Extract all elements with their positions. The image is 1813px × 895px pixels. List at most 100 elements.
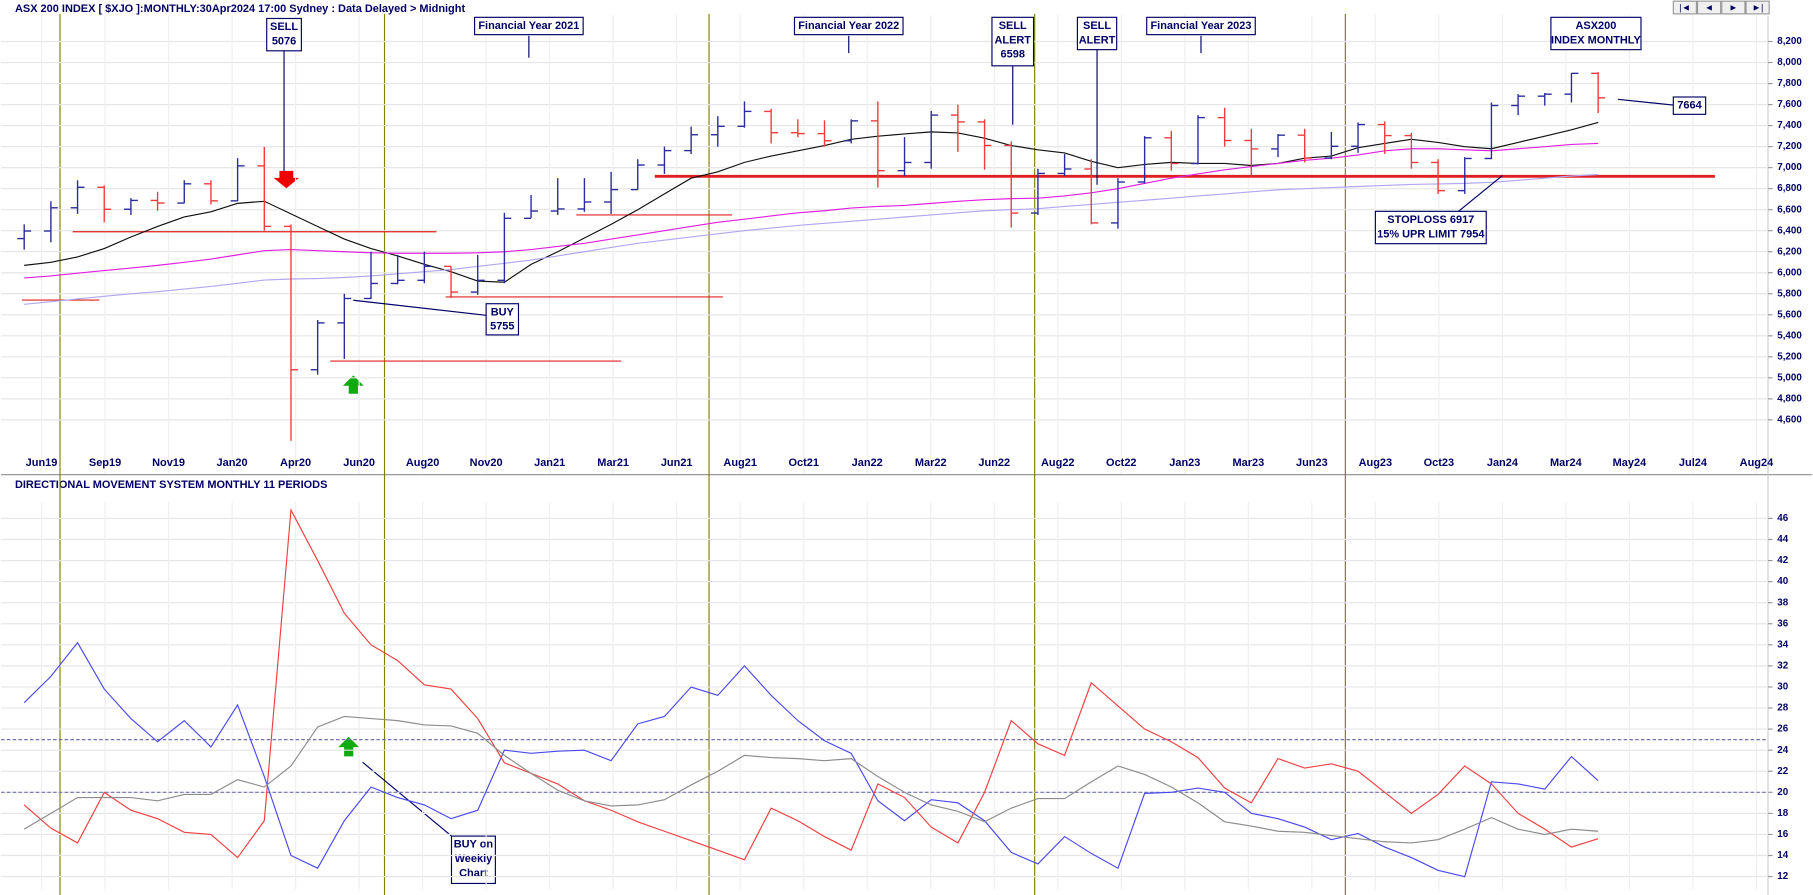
x-tick-label: Jan24 xyxy=(1487,457,1519,469)
annotation-text: Financial Year 2022 xyxy=(798,20,899,32)
annotation-box xyxy=(793,16,904,36)
y-tick-label: 5,600 xyxy=(1777,309,1802,320)
x-tick-label: Oct21 xyxy=(788,457,819,469)
annotation-text: 7664 xyxy=(1677,100,1702,112)
annotation-pointer xyxy=(1458,175,1503,212)
y-tick-label: 7,400 xyxy=(1777,120,1802,131)
annotation-text: 15% UPR LIMIT 7954 xyxy=(1377,228,1485,240)
y-tick-label: 7,800 xyxy=(1777,78,1802,89)
x-tick-label: Mar22 xyxy=(915,457,947,469)
y-tick-label: 5,000 xyxy=(1777,372,1802,383)
annotation-text: 6598 xyxy=(1001,49,1025,61)
x-tick-label: Nov19 xyxy=(152,457,185,469)
nav-button[interactable]: |◄ xyxy=(1672,0,1697,15)
y-tick-label: 7,000 xyxy=(1777,162,1802,173)
annotation-text: SELL xyxy=(1083,20,1111,32)
x-tick-label: Mar23 xyxy=(1232,457,1264,469)
nav-button-label: ◄ xyxy=(1705,3,1714,13)
x-tick-label: Aug22 xyxy=(1041,457,1075,469)
sell-arrow xyxy=(273,170,300,189)
y-tick-label: 36 xyxy=(1777,618,1788,629)
annotation-box xyxy=(266,17,302,52)
y-tick-label: 8,200 xyxy=(1777,36,1802,47)
annotation-box xyxy=(991,16,1035,67)
annotation-text: 5755 xyxy=(490,321,514,333)
indicator-line xyxy=(24,121,1599,283)
nav-button-label: |◄ xyxy=(1679,3,1691,13)
annotation-text: 5076 xyxy=(272,35,296,47)
annotation-box xyxy=(1550,16,1642,51)
y-tick-label: 42 xyxy=(1777,555,1788,566)
buy-arrow xyxy=(342,375,364,394)
annotation-box xyxy=(1146,16,1256,36)
x-tick-label: Nov20 xyxy=(470,457,503,469)
y-tick-label: 28 xyxy=(1777,703,1788,714)
annotation-text: Weekly xyxy=(455,853,494,865)
annotation-text: SELL xyxy=(999,20,1027,32)
x-tick-label: Jun19 xyxy=(26,457,58,469)
x-tick-label: Jul24 xyxy=(1679,457,1708,469)
financial-year-lines xyxy=(59,13,1346,895)
y-tick-label: 14 xyxy=(1777,850,1788,861)
y-tick-label: 4,600 xyxy=(1777,414,1802,425)
annotation-text: SELL xyxy=(270,21,298,33)
annotation-box xyxy=(1374,210,1487,245)
annotation-box xyxy=(1076,16,1118,51)
y-tick-label: 7,200 xyxy=(1777,141,1802,152)
x-tick-label: Jan22 xyxy=(852,457,883,469)
buy-arrow xyxy=(338,736,360,757)
y-tick-label: 6,400 xyxy=(1777,225,1802,236)
y-tick-label: 22 xyxy=(1777,766,1788,777)
y-tick-label: 44 xyxy=(1777,534,1788,545)
annotation-text: BUY xyxy=(491,306,515,318)
annotation-box xyxy=(450,835,496,885)
y-tick-label: 6,200 xyxy=(1777,246,1802,257)
annotation-text: Financial Year 2023 xyxy=(1150,20,1251,32)
nav-button-box xyxy=(1672,0,1697,15)
x-tick-label: Oct22 xyxy=(1106,457,1137,469)
y-tick-label: 16 xyxy=(1777,829,1788,840)
x-tick-label: May24 xyxy=(1613,457,1647,469)
nav-button-box xyxy=(1696,0,1722,15)
x-tick-label: Jun20 xyxy=(343,457,375,469)
annotation-text: ASX200 xyxy=(1576,20,1617,32)
x-tick-label: Jun23 xyxy=(1296,457,1328,469)
x-tick-label: Sep19 xyxy=(89,457,121,469)
y-tick-label: 5,200 xyxy=(1777,351,1802,362)
y-tick-label: 5,400 xyxy=(1777,330,1802,341)
x-tick-label: Apr20 xyxy=(280,457,311,469)
y-tick-label: 20 xyxy=(1777,787,1788,798)
y-tick-label: 30 xyxy=(1777,682,1788,693)
y-tick-label: 6,600 xyxy=(1777,204,1802,215)
y-tick-label: 18 xyxy=(1777,808,1788,819)
nav-button-label: ► xyxy=(1729,3,1738,13)
x-tick-label: Mar21 xyxy=(597,457,629,469)
indicator-line xyxy=(23,507,1599,861)
x-tick-label: Oct23 xyxy=(1424,457,1455,469)
annotation-text: BUY on xyxy=(454,839,494,851)
annotation-box xyxy=(474,16,584,36)
nav-button-box xyxy=(1721,0,1746,15)
annotation-box xyxy=(1672,96,1707,115)
indicator-line xyxy=(24,142,1599,279)
x-tick-label: Jan21 xyxy=(534,457,565,469)
annotation-pointer xyxy=(362,761,452,837)
indicator-title: DIRECTIONAL MOVEMENT SYSTEM MONTHLY 11 P… xyxy=(15,479,327,491)
x-tick-label: Jan20 xyxy=(217,457,248,469)
y-tick-label: 6,000 xyxy=(1777,267,1802,278)
nav-button[interactable]: ►| xyxy=(1745,0,1770,15)
x-tick-label: Jun22 xyxy=(978,457,1010,469)
indicator-line xyxy=(23,715,1599,844)
nav-button[interactable]: ► xyxy=(1721,0,1746,15)
y-tick-label: 7,600 xyxy=(1777,99,1802,110)
x-tick-label: Mar24 xyxy=(1550,457,1583,469)
y-tick-label: 24 xyxy=(1777,745,1788,756)
nav-button[interactable]: ◄ xyxy=(1696,0,1722,15)
annotation-text: ALERT xyxy=(1079,34,1116,46)
y-tick-label: 40 xyxy=(1777,576,1788,587)
indicator-line xyxy=(23,641,1599,878)
y-tick-label: 6,800 xyxy=(1777,183,1802,194)
y-tick-label: 8,000 xyxy=(1777,57,1802,68)
annotation-text: Financial Year 2021 xyxy=(478,20,579,32)
